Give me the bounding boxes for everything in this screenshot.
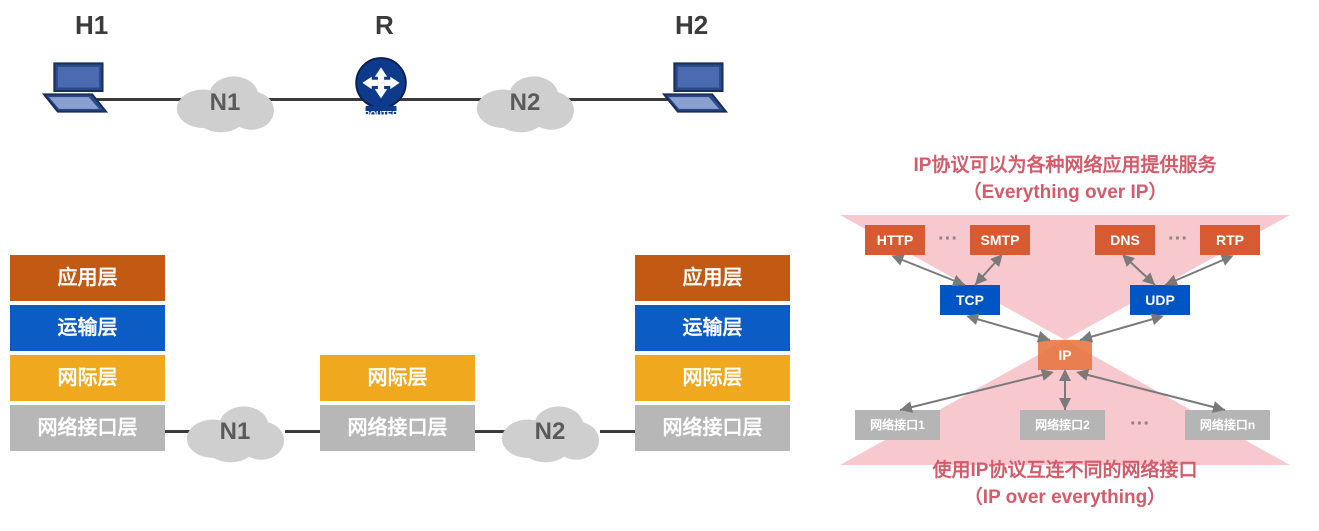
caption-bot-1: 使用IP协议互连不同的网络接口 [820,455,1310,482]
router-label: R [375,10,394,41]
caption-bottom: 使用IP协议互连不同的网络接口 （IP over everything） [820,455,1310,509]
host1-icon [40,60,110,115]
router-text: ROUTER [350,110,412,119]
iface-2: 网络接口2 [1020,410,1105,440]
network-topology: H1 R H2 N1 [20,10,800,150]
layer-app: 应用层 [10,255,165,301]
proto-smtp: SMTP [970,225,1030,255]
router-icon: ROUTER [350,55,412,117]
stack-h2: 应用层 运输层 网际层 网络接口层 [635,255,790,455]
dots-1: ··· [938,228,958,251]
layer-net-r: 网际层 [320,355,475,401]
layer-trans: 运输层 [10,305,165,351]
layer-net: 网际层 [10,355,165,401]
stack-router: 网际层 网络接口层 [320,355,475,455]
wire-b4 [600,430,640,433]
caption-bot-2: （IP over everything） [820,482,1310,509]
dots-3: ··· [1130,413,1150,436]
proto-http: HTTP [865,225,925,255]
layer-app2: 应用层 [635,255,790,301]
host2-label: H2 [675,10,708,41]
cloud-n1-label: N1 [210,89,241,117]
layer-net2: 网际层 [635,355,790,401]
proto-dns: DNS [1095,225,1155,255]
iface-1: 网络接口1 [855,410,940,440]
proto-tcp: TCP [940,285,1000,315]
proto-ip: IP [1038,340,1092,370]
hourglass-diagram: IP协议可以为各种网络应用提供服务 （Everything over IP） H… [820,150,1310,520]
host1-label: H1 [75,10,108,41]
stack-h1: 应用层 运输层 网际层 网络接口层 [10,255,165,455]
cloud-n1b-label: N1 [220,418,251,446]
caption-top-1: IP协议可以为各种网络应用提供服务 [820,150,1310,177]
iface-n: 网络接口n [1185,410,1270,440]
proto-rtp: RTP [1200,225,1260,255]
layer-link-r: 网络接口层 [320,405,475,451]
proto-udp: UDP [1130,285,1190,315]
layer-link: 网络接口层 [10,405,165,451]
layer-trans2: 运输层 [635,305,790,351]
cloud-n2-label: N2 [510,89,541,117]
caption-top-2: （Everything over IP） [820,177,1310,204]
caption-top: IP协议可以为各种网络应用提供服务 （Everything over IP） [820,150,1310,204]
cloud-n2b-label: N2 [535,418,566,446]
host2-icon [660,60,730,115]
wire-b2 [285,430,325,433]
layer-link2: 网络接口层 [635,405,790,451]
dots-2: ··· [1168,228,1188,251]
